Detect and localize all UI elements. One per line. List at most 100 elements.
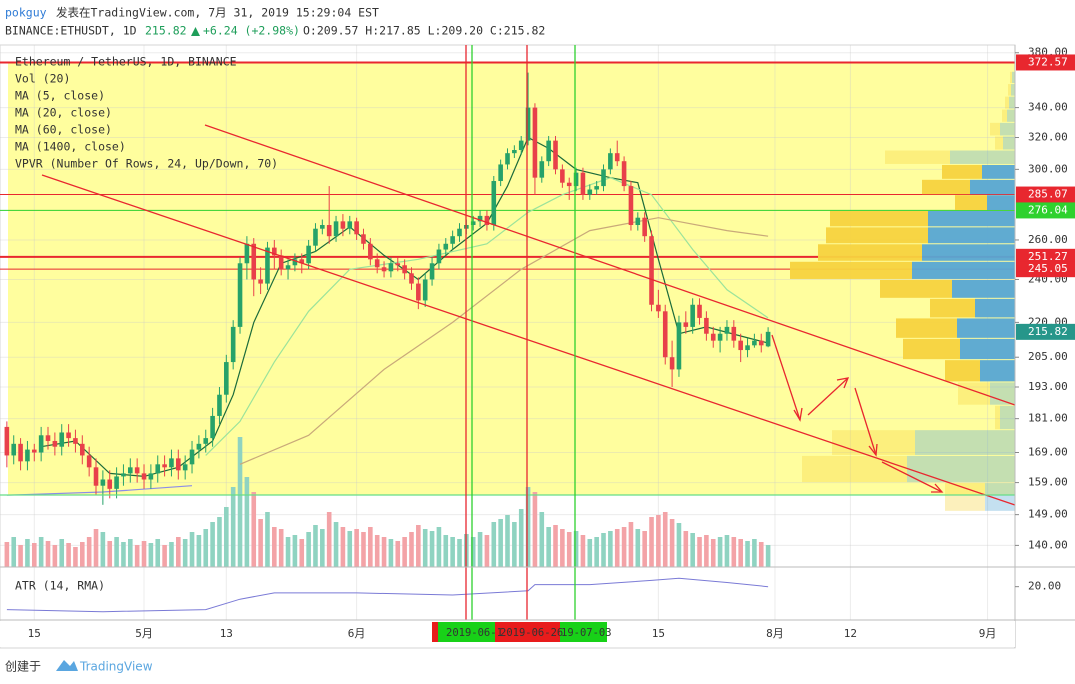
candle-body xyxy=(560,169,565,183)
candle-body xyxy=(79,443,85,456)
candle-body xyxy=(669,357,675,370)
candle-body xyxy=(374,259,380,268)
volume-bar xyxy=(416,525,421,567)
drawings xyxy=(0,45,1016,620)
volume-bar xyxy=(525,487,531,567)
author: pokguy xyxy=(5,6,47,20)
x-tick-label: 13 xyxy=(220,627,233,640)
vpvr-up xyxy=(790,261,912,279)
volume-bar xyxy=(196,535,202,567)
candle-body xyxy=(388,263,394,272)
vpvr-down xyxy=(928,210,1015,227)
moving-average xyxy=(41,136,769,478)
last-price-bg xyxy=(1016,323,1075,340)
candle-body xyxy=(86,455,92,468)
candle-body xyxy=(134,467,140,474)
last-price: 215.82 xyxy=(145,24,187,38)
path-arrow xyxy=(807,377,849,416)
volume-bar xyxy=(189,532,195,567)
candle-body xyxy=(162,464,167,468)
candle-body xyxy=(278,255,284,270)
vpvr-up xyxy=(945,360,980,382)
volume-bar xyxy=(374,535,380,567)
vpvr-down xyxy=(928,227,1015,244)
volume-bar xyxy=(429,531,435,567)
volume-bar xyxy=(313,525,318,567)
volume-bar xyxy=(717,537,723,567)
vpvr-down xyxy=(1000,122,1015,136)
date-mark: 2019-06-1 xyxy=(446,627,503,639)
candle-body xyxy=(258,279,263,284)
volume-bar xyxy=(93,529,99,567)
candle-body xyxy=(704,317,709,334)
volume-bar xyxy=(333,522,339,567)
volume-bar xyxy=(18,545,23,567)
candle-body xyxy=(381,267,387,272)
vpvr-up xyxy=(802,455,907,483)
path-arrow xyxy=(881,461,943,493)
candle-body xyxy=(608,153,613,170)
volume-bar xyxy=(498,519,503,567)
vpvr-up xyxy=(896,318,957,338)
candle-body xyxy=(347,221,353,229)
candle-body xyxy=(59,432,65,447)
volume-bar xyxy=(265,512,270,567)
candle-body xyxy=(230,326,236,363)
y-tick-label: 193.00 xyxy=(1028,380,1068,393)
vpvr-down xyxy=(950,150,1015,164)
candle-body xyxy=(662,311,668,358)
volume-bar xyxy=(162,545,167,567)
volume-bar xyxy=(395,541,401,567)
candle-body xyxy=(285,265,291,270)
vpvr-down xyxy=(970,179,1015,195)
volume-bar xyxy=(299,539,305,567)
volume-bar xyxy=(347,531,353,567)
volume-bar xyxy=(752,539,757,567)
x-tick-label: 8月 xyxy=(766,627,784,640)
volume-bar xyxy=(409,532,414,567)
up-icon xyxy=(191,27,200,36)
volume-bar xyxy=(73,547,78,567)
vpvr-down xyxy=(1009,96,1015,109)
brand[interactable]: TradingView xyxy=(79,660,153,674)
brand-logo[interactable] xyxy=(56,660,78,671)
vpvr-down xyxy=(1012,71,1015,84)
volume-bar xyxy=(45,541,51,567)
candle-body xyxy=(621,161,627,187)
candle-body xyxy=(272,247,277,256)
y-tick-label: 300.00 xyxy=(1028,162,1068,175)
volume-bar xyxy=(148,543,154,567)
candle-body xyxy=(731,326,737,341)
candle-body xyxy=(237,263,243,327)
volume-bar xyxy=(25,539,30,567)
volume-bar xyxy=(278,529,284,567)
legend-entry: Ethereum / TetherUS, 1D, BINANCE xyxy=(15,55,237,69)
path-arrow xyxy=(771,334,801,421)
y-tick-label: 340.00 xyxy=(1028,101,1068,114)
vpvr-up xyxy=(942,164,982,179)
candle-body xyxy=(443,243,449,250)
y-tick-label: 169.00 xyxy=(1028,446,1068,459)
candle-body xyxy=(484,215,490,226)
volume-bar xyxy=(477,532,483,567)
candle-body xyxy=(587,189,593,195)
candle-body xyxy=(25,449,30,462)
volume-bar xyxy=(546,527,551,567)
volume-bar xyxy=(422,529,428,567)
vpvr-down xyxy=(915,430,1015,455)
volume-bar xyxy=(244,477,250,567)
volume-bar xyxy=(738,539,743,567)
volume-bar xyxy=(745,541,750,567)
volume-bar xyxy=(285,537,291,567)
candle-body xyxy=(553,140,558,170)
legend-entry: MA (5, close) xyxy=(15,89,105,103)
candle-body xyxy=(196,443,202,450)
candle-body xyxy=(573,172,579,187)
candle-body xyxy=(244,243,250,264)
y-tick-label: 320.00 xyxy=(1028,131,1068,144)
volume-bar xyxy=(731,537,737,567)
volume-bar xyxy=(114,537,119,567)
vpvr-up xyxy=(903,338,960,360)
volume-bar xyxy=(457,539,462,567)
volume-bar xyxy=(340,527,346,567)
